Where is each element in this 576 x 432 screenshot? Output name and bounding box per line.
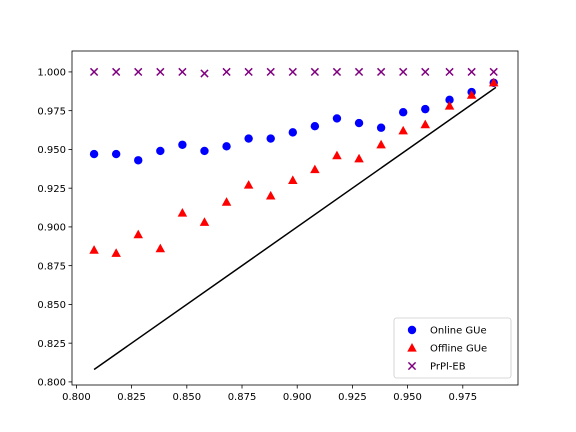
data-point: [310, 164, 320, 174]
data-point: [310, 67, 320, 77]
data-point: [354, 67, 364, 77]
y-tick-label: 0.825: [37, 339, 66, 350]
data-point: [178, 140, 187, 149]
data-point: [111, 149, 121, 159]
data-point: [244, 134, 253, 143]
legend-label: PrPl-EB: [430, 362, 466, 373]
data-point: [310, 121, 320, 131]
data-point: [332, 114, 342, 123]
series-triangle: [89, 77, 499, 257]
data-point: [420, 119, 431, 129]
x-tick-label: 0.825: [117, 392, 146, 403]
legend-marker: [407, 325, 417, 335]
data-point: [243, 180, 254, 189]
data-point: [489, 67, 498, 77]
axes-frame: [71, 50, 519, 386]
data-point: [288, 67, 297, 77]
legend-marker: [407, 361, 417, 371]
legend-label: Online GUe: [430, 326, 487, 337]
data-point: [421, 104, 430, 114]
data-point: [112, 67, 121, 77]
data-point: [266, 67, 275, 77]
x-tick-label: 0.800: [62, 392, 91, 403]
data-point: [332, 150, 342, 160]
data-point: [376, 123, 386, 132]
legend-box: [393, 317, 512, 379]
legend: Online GUe Offline GUe PrPl-EB: [393, 317, 512, 379]
x-tick-label: 0.875: [228, 392, 257, 403]
data-point: [398, 108, 408, 117]
series-x: [89, 67, 498, 78]
data-point: [265, 190, 276, 200]
data-point: [178, 67, 187, 77]
data-point: [421, 67, 430, 77]
y-tick-label: 1.000: [37, 68, 66, 79]
x-tick-label: 0.900: [283, 392, 312, 403]
data-point: [199, 217, 210, 226]
x-tick-label: 0.850: [172, 392, 201, 403]
x-tick-label: 0.975: [448, 392, 477, 403]
data-point: [133, 229, 143, 239]
data-point: [467, 67, 476, 77]
data-point: [398, 125, 408, 135]
y-tick-label: 0.875: [37, 261, 66, 272]
data-point: [89, 149, 99, 159]
reference-line: [93, 86, 497, 371]
data-point: [111, 248, 121, 257]
y-tick-label: 0.850: [37, 300, 66, 311]
data-point: [222, 67, 231, 77]
legend-label: Offline GUe: [430, 344, 487, 355]
data-point: [288, 128, 297, 137]
data-point: [89, 67, 99, 77]
data-point: [222, 142, 231, 151]
x-tick-label: 0.925: [338, 392, 367, 403]
y-tick-label: 0.925: [37, 184, 66, 195]
data-point: [156, 67, 165, 77]
data-point: [445, 67, 454, 77]
data-point: [200, 146, 209, 156]
data-point: [288, 175, 298, 185]
x-tick-label: 0.950: [393, 392, 422, 403]
data-point: [134, 67, 143, 77]
data-point: [354, 118, 364, 128]
y-tick-label: 0.900: [37, 223, 66, 234]
data-point: [376, 67, 386, 77]
data-point: [200, 69, 209, 78]
data-point: [399, 67, 408, 77]
y-tick-label: 0.975: [37, 106, 66, 117]
data-point: [376, 139, 386, 149]
data-point: [445, 95, 454, 105]
axes: 0.800 0.825 0.850 0.875 0.900 0.925 0.950 0.975…: [37, 50, 519, 403]
data-point: [444, 101, 455, 110]
series-circle: [89, 78, 498, 165]
data-point: [221, 197, 232, 206]
y-tick-label: 0.950: [37, 145, 66, 156]
data-point: [332, 67, 342, 77]
legend-marker: [407, 343, 417, 352]
data-point: [177, 207, 188, 217]
data-point: [155, 243, 166, 253]
data-point: [488, 77, 499, 87]
y-tick-label: 0.800: [37, 378, 66, 389]
data-point: [266, 134, 275, 143]
data-point: [156, 146, 165, 156]
data-point: [354, 153, 364, 163]
data-point: [244, 67, 253, 77]
data-point: [466, 90, 477, 99]
data-point: [89, 245, 99, 254]
plot-area: [89, 67, 499, 371]
data-point: [134, 156, 143, 165]
